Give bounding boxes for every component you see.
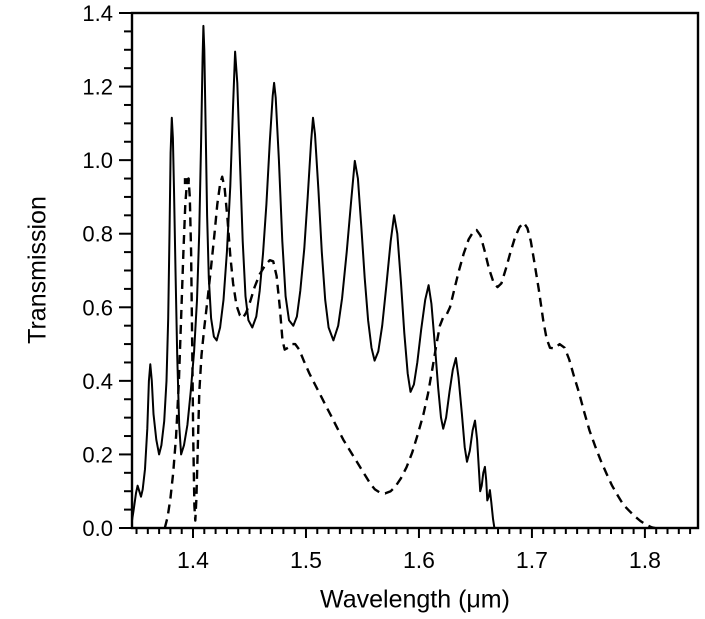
x-axis-tick-label: 1.4 xyxy=(177,547,209,573)
x-axis-tick-label: 1.6 xyxy=(403,547,435,573)
y-axis-tick-label: 1.2 xyxy=(82,75,113,100)
x-axis-tick-label: 1.8 xyxy=(629,547,661,573)
y-axis-tick-label: 0.2 xyxy=(82,442,113,467)
y-axis-tick-label: 0.0 xyxy=(82,516,113,541)
x-axis-title: Wavelength (μm) xyxy=(320,585,510,614)
y-axis-tick-label: 0.8 xyxy=(82,222,113,247)
y-axis-title: Transmission xyxy=(23,196,52,344)
y-axis-tick-label: 0.4 xyxy=(82,369,113,394)
x-axis-tick-label: 1.5 xyxy=(290,547,322,573)
dashed-spectrum-curve xyxy=(163,175,656,530)
y-axis-tick-label: 0.6 xyxy=(82,295,113,320)
x-axis-tick-label: 1.7 xyxy=(516,547,548,573)
y-axis-tick-label: 1.4 xyxy=(82,1,113,26)
y-axis-tick-label: 1.0 xyxy=(82,148,113,173)
plot-border xyxy=(130,11,700,530)
square-marker xyxy=(183,178,190,185)
solid-spectrum-curve xyxy=(131,24,496,529)
